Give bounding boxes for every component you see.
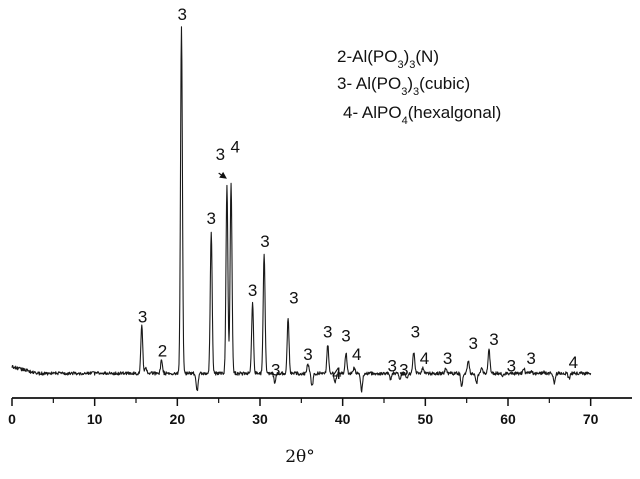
x-axis-title: 2θ° bbox=[285, 447, 315, 467]
legend-entry: 4- AlPO4(hexalgonal) bbox=[343, 103, 501, 127]
legend-entry: 3- Al(PO3)3(cubic) bbox=[337, 74, 470, 98]
x-tick-label: 30 bbox=[252, 411, 268, 427]
plot-area bbox=[11, 26, 592, 393]
peak-label: 3 bbox=[323, 323, 332, 342]
peak-label: 3 bbox=[248, 281, 257, 300]
peak-label: 3 bbox=[388, 357, 397, 376]
peak-label: 3 bbox=[469, 334, 478, 353]
x-tick-label: 60 bbox=[500, 411, 516, 427]
x-tick-label: 10 bbox=[87, 411, 103, 427]
peak-label: 4 bbox=[332, 364, 341, 383]
peak-label: 4 bbox=[352, 345, 361, 364]
peak-label: 3 bbox=[216, 145, 225, 164]
peak-label: 3 bbox=[399, 360, 408, 379]
peak-label: 4 bbox=[569, 353, 578, 372]
x-axis: 0 10 20 30 40 50 60 70 bbox=[8, 397, 632, 427]
peak-label: 3 bbox=[341, 326, 350, 345]
peak-label: 2 bbox=[158, 341, 167, 360]
peak-label: 4 bbox=[420, 349, 429, 368]
x-tick-label: 20 bbox=[170, 411, 186, 427]
peak-label: 3 bbox=[526, 349, 535, 368]
peak-label: 3 bbox=[489, 330, 498, 349]
peak-label: 3 bbox=[138, 307, 147, 326]
legend-entry: 2-Al(PO3)3(N) bbox=[337, 47, 439, 71]
peak-label: 3 bbox=[303, 345, 312, 364]
xrd-pattern-line bbox=[11, 26, 592, 393]
peak-label: 3 bbox=[271, 360, 280, 379]
x-tick-label: 50 bbox=[418, 411, 434, 427]
x-tick-label: 40 bbox=[335, 411, 351, 427]
legend: 2-Al(PO3)3(N) 3- Al(PO3)3(cubic) 4- AlPO4(… bbox=[337, 47, 501, 127]
peak-label: 3 bbox=[411, 323, 420, 342]
peak-arrow-head bbox=[219, 171, 227, 179]
x-tick-label: 70 bbox=[583, 411, 599, 427]
peak-label: 3 bbox=[178, 5, 187, 24]
peak-label: 3 bbox=[206, 209, 215, 228]
peak-label: 3 bbox=[507, 357, 516, 376]
peak-label: 3 bbox=[443, 349, 452, 368]
x-tick-label: 0 bbox=[8, 411, 16, 427]
peak-label: 3 bbox=[289, 289, 298, 308]
peak-label: 4 bbox=[230, 137, 239, 156]
peak-arrow-shaft bbox=[218, 172, 222, 176]
peak-label: 3 bbox=[260, 232, 269, 251]
